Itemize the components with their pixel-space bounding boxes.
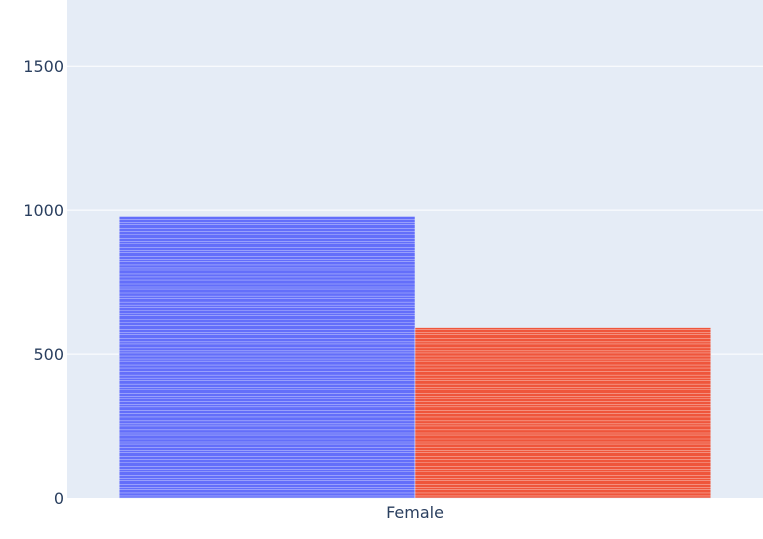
y-tick-label: 500 (33, 345, 64, 364)
y-tick-label: 1000 (23, 201, 64, 220)
y-axis-ticks: 0 500 1000 1500 (23, 57, 64, 508)
bar-series-1 (118, 216, 416, 499)
y-tick-label: 1500 (23, 57, 64, 76)
x-axis-ticks: Female (386, 503, 444, 522)
bars (118, 216, 712, 499)
x-tick-label: Female (386, 503, 444, 522)
y-tick-label: 0 (54, 489, 64, 508)
